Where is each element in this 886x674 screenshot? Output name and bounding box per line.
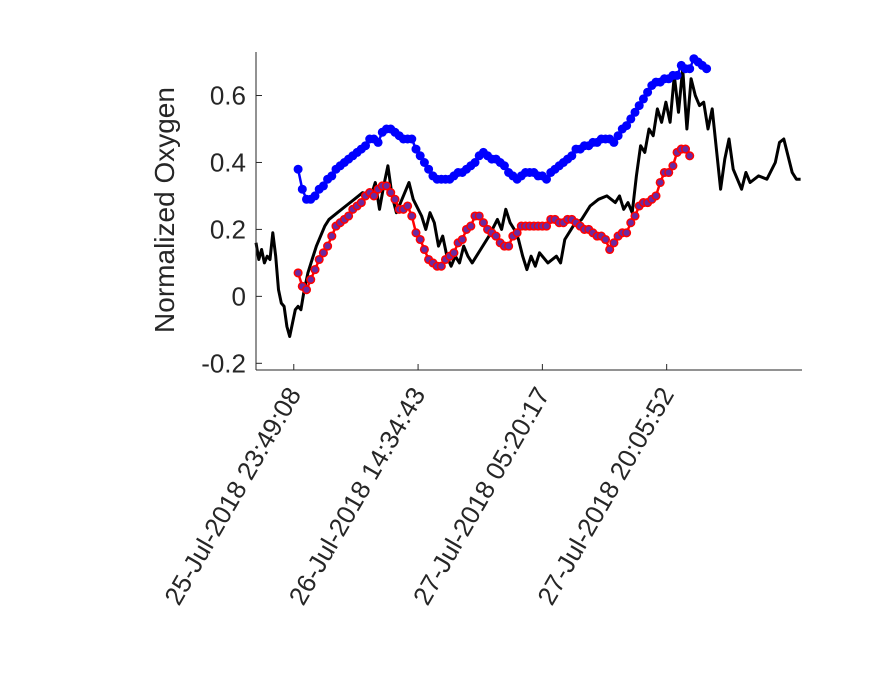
- data-point: [609, 137, 619, 147]
- data-point: [643, 87, 653, 97]
- y-tick-label: -0.2: [201, 348, 246, 378]
- data-point: [613, 131, 623, 141]
- data-point: [512, 228, 522, 238]
- data-point: [407, 211, 417, 221]
- data-point: [344, 211, 354, 221]
- data-point: [499, 161, 509, 171]
- data-point: [411, 144, 421, 154]
- data-point: [634, 101, 644, 111]
- data-point: [415, 234, 425, 245]
- data-point: [424, 164, 434, 174]
- data-point: [491, 231, 501, 241]
- x-tick-label: 27-Jul-2018 20:05:52: [531, 382, 680, 610]
- data-point: [419, 244, 429, 255]
- data-point: [386, 188, 396, 198]
- data-point: [626, 114, 636, 124]
- data-point: [369, 191, 379, 201]
- data-point: [415, 151, 425, 161]
- data-point: [306, 275, 316, 285]
- data-point: [470, 158, 480, 167]
- data-point: [672, 70, 682, 80]
- data-point: [327, 171, 337, 181]
- series-line: [296, 57, 708, 201]
- data-point: [327, 231, 337, 241]
- data-point: [297, 184, 307, 194]
- y-tick-label: 0.4: [210, 147, 246, 177]
- series-red: [293, 144, 695, 295]
- data-point: [478, 218, 488, 228]
- data-point: [680, 144, 691, 154]
- data-point: [373, 137, 383, 147]
- data-point: [651, 191, 661, 201]
- y-tick-label: 0: [232, 281, 246, 311]
- data-point: [293, 268, 303, 278]
- data-point: [314, 254, 324, 265]
- data-point: [630, 107, 640, 117]
- data-point: [301, 285, 312, 295]
- x-tick-label: 25-Jul-2018 23:49:08: [158, 382, 307, 610]
- data-point: [466, 221, 476, 231]
- data-point: [655, 177, 665, 188]
- data-point: [419, 158, 429, 167]
- data-point: [626, 218, 636, 228]
- data-point: [390, 194, 400, 204]
- y-axis-label: Normalized Oxygen: [149, 87, 180, 333]
- axes-layer: -0.2 0 0.2 0.4 0.6 25-Jul-2018 23:49:0826-Jul…: [158, 52, 802, 610]
- x-tick-label: 27-Jul-2018 05:20:17: [407, 382, 556, 610]
- data-point: [622, 228, 632, 238]
- data-point: [318, 248, 328, 258]
- series-blue: [293, 54, 712, 204]
- data-point: [630, 211, 640, 221]
- y-tick-label: 0.2: [210, 214, 246, 244]
- data-point: [407, 134, 417, 144]
- data-point: [310, 191, 320, 201]
- series-black: [254, 67, 801, 338]
- data-point: [474, 211, 484, 221]
- data-point: [685, 64, 695, 74]
- data-point: [605, 244, 615, 255]
- data-point: [638, 94, 648, 104]
- data-point: [449, 248, 459, 258]
- data-point: [622, 121, 632, 131]
- x-tick-label: 26-Jul-2018 14:34:43: [282, 382, 431, 610]
- series-layer: [254, 54, 801, 338]
- data-point: [668, 161, 678, 171]
- data-point: [542, 174, 551, 184]
- data-point: [541, 221, 552, 231]
- data-point: [457, 234, 467, 245]
- data-point: [361, 141, 370, 151]
- data-point: [609, 238, 619, 248]
- data-point: [436, 261, 446, 271]
- y-tick-label: 0.6: [210, 81, 246, 111]
- data-point: [600, 234, 611, 245]
- data-point: [664, 167, 674, 178]
- data-point: [323, 241, 333, 251]
- data-point: [293, 164, 303, 174]
- data-point: [411, 228, 421, 238]
- data-point: [318, 181, 328, 191]
- data-point: [685, 151, 695, 161]
- data-point: [310, 265, 320, 275]
- data-point: [504, 241, 514, 251]
- series-line: [254, 67, 801, 338]
- data-point: [403, 201, 413, 211]
- data-point: [567, 151, 577, 161]
- data-point: [702, 64, 712, 74]
- data-point: [356, 198, 366, 208]
- data-point: [381, 181, 392, 191]
